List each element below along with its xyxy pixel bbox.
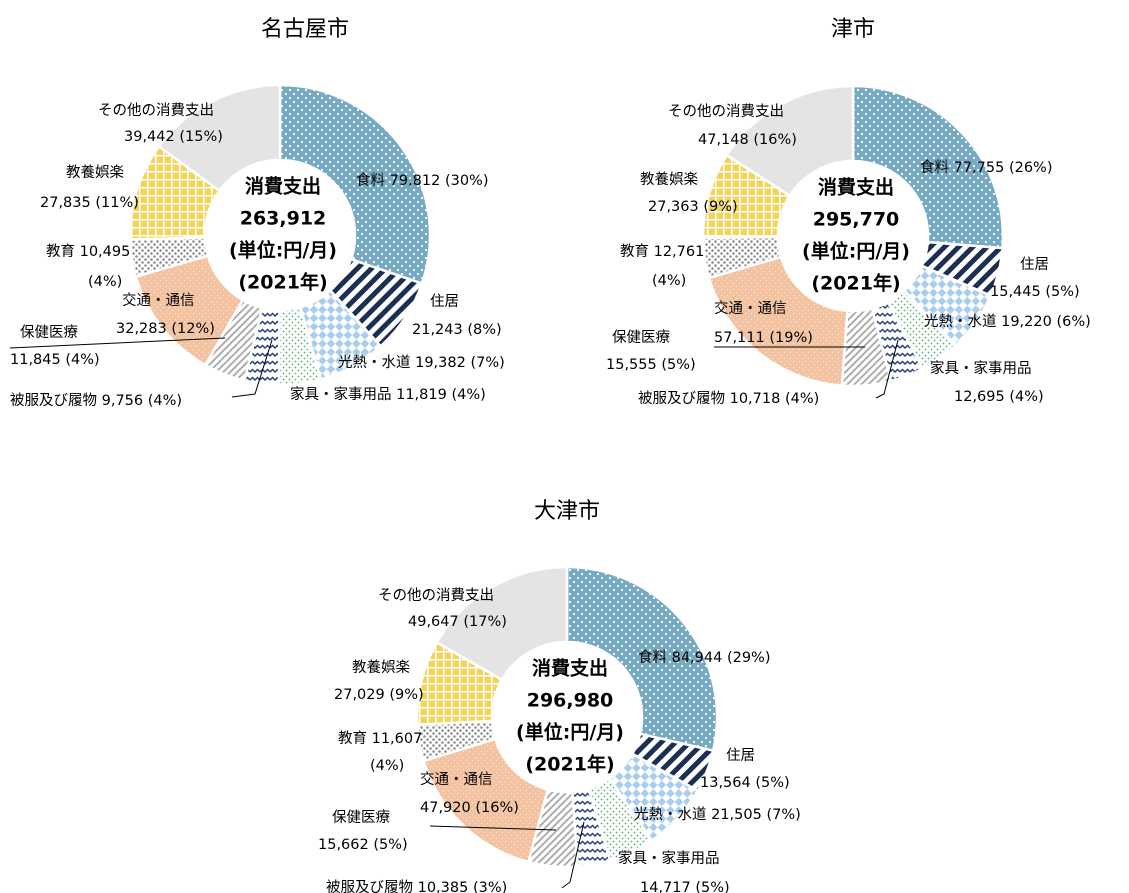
data-label-culture: 27,363 (9%)	[648, 199, 738, 215]
data-label-education: 教育 12,761	[620, 243, 704, 260]
slice-other	[435, 565, 569, 682]
data-label-education: 教育 10,495	[46, 243, 130, 260]
data-label-transport: 32,283 (12%)	[116, 321, 215, 337]
data-label-housing: 住居	[430, 293, 459, 310]
data-label-clothing: 被服及び履物 10,718 (4%)	[638, 390, 819, 407]
center-year: (2021年)	[525, 753, 614, 776]
data-label-culture: 教養娯楽	[640, 170, 698, 188]
data-label-housing: 15,445 (5%)	[990, 284, 1080, 300]
slice-food	[278, 83, 432, 286]
data-label-other: 39,442 (15%)	[124, 129, 223, 145]
leader-line	[561, 821, 585, 889]
data-label-furniture: 家具・家事用品 11,819 (4%)	[290, 386, 486, 403]
data-label-culture: 教養娯楽	[352, 658, 410, 676]
data-label-transport: 交通・通信	[714, 299, 787, 317]
data-label-transport: 交通・通信	[420, 770, 493, 788]
center-total: 296,980	[527, 690, 614, 712]
data-label-culture: 教養娯楽	[66, 163, 124, 181]
data-label-furniture: 14,717 (5%)	[640, 880, 730, 893]
data-label-health: 保健医療	[612, 329, 670, 346]
data-label-education: 教育 11,607	[338, 730, 422, 747]
data-label-utilities: 光熱・水道 21,505 (7%)	[634, 806, 801, 823]
data-label-housing: 住居	[1020, 256, 1049, 273]
slice-transport	[707, 255, 849, 387]
data-label-other: その他の消費支出	[668, 103, 784, 120]
leader-line	[9, 337, 226, 349]
data-label-clothing: 被服及び履物 9,756 (4%)	[10, 392, 182, 409]
data-label-other: その他の消費支出	[98, 102, 214, 119]
center-unit: (単位:円/月)	[229, 239, 337, 262]
chart-title: 大津市	[534, 499, 600, 524]
data-label-culture: 27,835 (11%)	[40, 195, 139, 211]
chart-title: 名古屋市	[261, 17, 349, 42]
data-label-utilities: 光熱・水道 19,220 (6%)	[924, 313, 1091, 330]
data-label-transport: 47,920 (16%)	[420, 800, 519, 816]
data-label-food: 食料 79,812 (30%)	[356, 172, 489, 189]
data-label-transport: 交通・通信	[122, 291, 195, 309]
data-label-health: 15,555 (5%)	[606, 357, 696, 373]
data-label-food: 食料 84,944 (29%)	[638, 649, 771, 666]
center-total: 263,912	[240, 208, 327, 230]
center-label: 消費支出	[532, 657, 608, 680]
data-label-education: (4%)	[652, 273, 686, 289]
center-total: 295,770	[813, 209, 900, 231]
center-year: (2021年)	[238, 271, 327, 294]
data-label-culture: 27,029 (9%)	[334, 687, 424, 703]
slice-other	[724, 84, 855, 198]
leader-line	[231, 339, 273, 398]
data-label-food: 食料 77,755 (26%)	[920, 159, 1053, 176]
data-label-health: 11,845 (4%)	[10, 352, 100, 368]
slice-other	[157, 83, 282, 193]
data-label-other: 47,148 (16%)	[698, 132, 797, 148]
data-label-housing: 13,564 (5%)	[700, 775, 790, 791]
data-label-housing: 住居	[726, 747, 755, 764]
chart-title: 津市	[831, 17, 875, 42]
center-label: 消費支出	[818, 176, 894, 199]
data-label-furniture: 家具・家事用品	[618, 850, 720, 867]
data-label-education: (4%)	[370, 758, 404, 774]
slice-food	[851, 84, 1005, 250]
data-label-health: 保健医療	[332, 809, 390, 826]
center-unit: (単位:円/月)	[802, 240, 910, 263]
data-label-utilities: 光熱・水道 19,382 (7%)	[338, 354, 505, 371]
center-label: 消費支出	[245, 175, 321, 198]
leader-line	[875, 339, 899, 399]
data-label-furniture: 家具・家事用品	[930, 360, 1032, 377]
data-label-other: 49,647 (17%)	[408, 614, 507, 630]
data-label-furniture: 12,695 (4%)	[954, 389, 1044, 405]
data-label-housing: 21,243 (8%)	[412, 322, 502, 338]
data-label-health: 15,662 (5%)	[318, 837, 408, 853]
data-label-education: (4%)	[88, 274, 122, 290]
data-label-transport: 57,111 (19%)	[714, 330, 813, 346]
center-unit: (単位:円/月)	[516, 721, 624, 744]
slice-food	[565, 565, 719, 753]
leader-line	[429, 825, 557, 831]
data-label-health: 保健医療	[20, 324, 78, 341]
data-label-clothing: 被服及び履物 10,385 (3%)	[326, 879, 507, 893]
center-year: (2021年)	[811, 272, 900, 295]
data-label-other: その他の消費支出	[378, 587, 494, 604]
